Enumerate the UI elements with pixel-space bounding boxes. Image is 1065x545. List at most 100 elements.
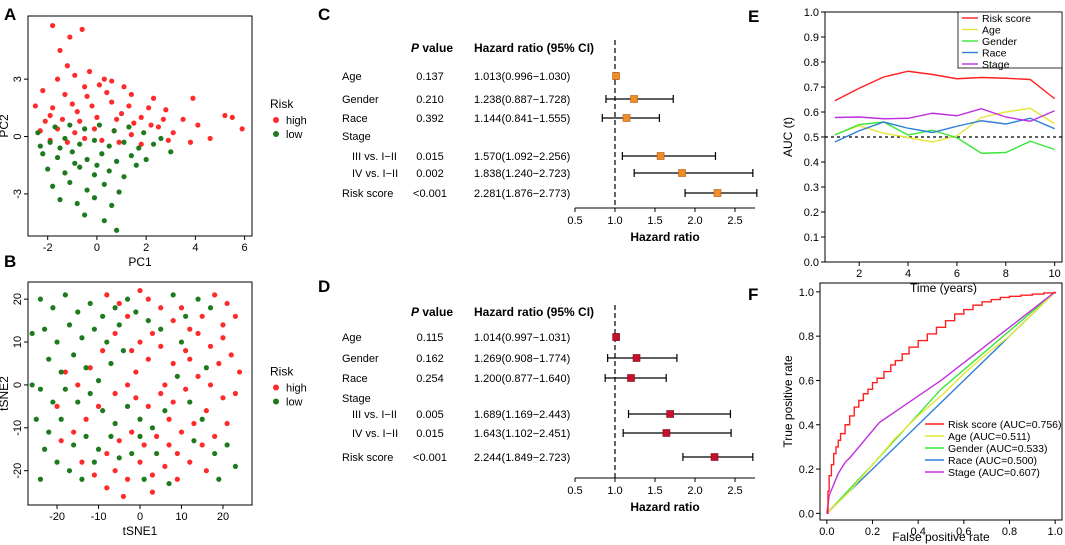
x-tick-label: 2.0 xyxy=(687,485,702,497)
y-tick-label: 0.8 xyxy=(799,331,814,343)
scatter-point-high xyxy=(64,139,70,145)
scatter-point-low xyxy=(158,135,164,142)
x-tick-label: 0 xyxy=(137,511,143,523)
row-p-value: 0.137 xyxy=(416,71,444,83)
legend-label-low: low xyxy=(286,397,303,409)
y-tick-label: 0.4 xyxy=(804,157,819,169)
roc-curve-4 xyxy=(826,291,1056,514)
scatter-point-low xyxy=(121,174,127,180)
x-tick-label: 0.0 xyxy=(819,526,834,538)
scatter-point-high xyxy=(126,103,132,109)
scatter-point-high xyxy=(32,103,38,109)
x-axis-label: False positive rate xyxy=(892,530,990,544)
scatter-point-low xyxy=(96,122,102,128)
x-tick-label: 1.0 xyxy=(607,485,622,497)
scatter-point-low xyxy=(116,455,122,461)
scatter-point-low xyxy=(67,122,73,128)
legend-marker-high xyxy=(273,117,279,123)
row-hazard-ratio: 1.838(1.240−2.723) xyxy=(474,168,570,180)
scatter-point-high xyxy=(54,76,61,82)
y-tick-label: 0.5 xyxy=(804,132,819,144)
scatter-point-low xyxy=(124,296,131,302)
scatter-point-low xyxy=(232,463,239,470)
x-tick-label: -2 xyxy=(43,242,53,254)
row-hazard-ratio: 1.689(1.169−2.443) xyxy=(474,409,570,421)
y-axis-label: PC2 xyxy=(0,114,11,138)
scatter-point-high xyxy=(220,395,226,401)
scatter-point-high xyxy=(83,416,89,422)
scatter-point-high xyxy=(203,468,209,474)
scatter-point-high xyxy=(112,390,118,397)
scatter-point-high xyxy=(150,95,157,101)
y-axis-label: True positive rate xyxy=(781,355,795,448)
row-hazard-ratio: 1.269(0.908−1.774) xyxy=(474,353,570,365)
scatter-point-high xyxy=(40,88,46,94)
scatter-point-high xyxy=(77,118,83,124)
scatter-point-low xyxy=(87,390,93,397)
scatter-point-high xyxy=(170,317,176,324)
scatter-point-low xyxy=(66,468,73,474)
scatter-point-low xyxy=(45,166,51,172)
row-p-value: 0.002 xyxy=(416,168,444,180)
legend-label: Gender xyxy=(982,36,1018,48)
row-label: Gender xyxy=(342,94,379,106)
scatter-point-high xyxy=(232,390,239,397)
scatter-point-low xyxy=(62,170,68,176)
scatter-point-low xyxy=(94,162,100,168)
y-tick-label: 0.6 xyxy=(804,107,819,119)
scatter-point-high xyxy=(195,122,201,128)
scatter-point-low xyxy=(108,433,114,439)
scatter-point-low xyxy=(126,124,132,130)
scatter-point-low xyxy=(95,446,102,452)
x-tick-label: -20 xyxy=(49,511,65,523)
plot-frame-f xyxy=(819,282,1063,521)
header-p-value: P value xyxy=(411,41,453,55)
row-p-value: 0.210 xyxy=(416,94,444,106)
scatter-point-high xyxy=(104,450,110,457)
scatter-point-low xyxy=(116,189,122,195)
scatter-point-low xyxy=(50,399,56,405)
scatter-point-high xyxy=(84,93,90,99)
scatter-point-low xyxy=(106,143,112,149)
scatter-point-low xyxy=(46,356,52,362)
scatter-point-high xyxy=(155,124,162,130)
row-p-value: 0.005 xyxy=(416,409,444,421)
scatter-point-high xyxy=(58,438,64,444)
header-hazard-ratio: Hazard ratio (95% CI) xyxy=(474,305,594,319)
row-label: Age xyxy=(342,332,362,344)
scatter-point-high xyxy=(121,84,127,90)
x-tick-label: 20 xyxy=(217,511,229,523)
scatter-point-low xyxy=(121,139,127,145)
scatter-point-low xyxy=(75,309,81,315)
x-axis-label: PC1 xyxy=(128,255,152,269)
scatter-point-high xyxy=(158,343,164,349)
scatter-point-high xyxy=(124,476,131,482)
scatter-point-high xyxy=(187,459,193,465)
scatter-point-high xyxy=(207,343,214,349)
scatter-point-high xyxy=(191,420,197,427)
scatter-point-low xyxy=(57,145,63,151)
scatter-point-low xyxy=(77,164,83,170)
scatter-point-low xyxy=(50,305,56,311)
scatter-point-low xyxy=(69,149,75,155)
scatter-point-high xyxy=(71,429,77,435)
scatter-point-low xyxy=(170,292,176,298)
scatter-point-low xyxy=(168,149,174,155)
scatter-point-low xyxy=(224,442,230,448)
x-axis-label: Hazard ratio xyxy=(630,230,699,244)
row-p-value: 0.115 xyxy=(417,332,444,344)
scatter-point-low xyxy=(29,382,35,388)
panel-label-c: C xyxy=(318,5,330,24)
scatter-point-high xyxy=(162,382,168,388)
hr-point xyxy=(622,114,631,122)
scatter-point-high xyxy=(178,305,185,311)
scatter-point-low xyxy=(41,326,48,332)
scatter-point-low xyxy=(40,151,46,157)
scatter-point-low xyxy=(91,172,98,178)
scatter-point-low xyxy=(114,158,120,164)
legend-marker-high xyxy=(273,384,279,391)
x-tick-label: 10 xyxy=(1049,268,1061,280)
scatter-point-high xyxy=(109,99,115,105)
x-axis-label: Time (years) xyxy=(910,281,977,295)
y-tick-label: 20 xyxy=(12,293,24,305)
